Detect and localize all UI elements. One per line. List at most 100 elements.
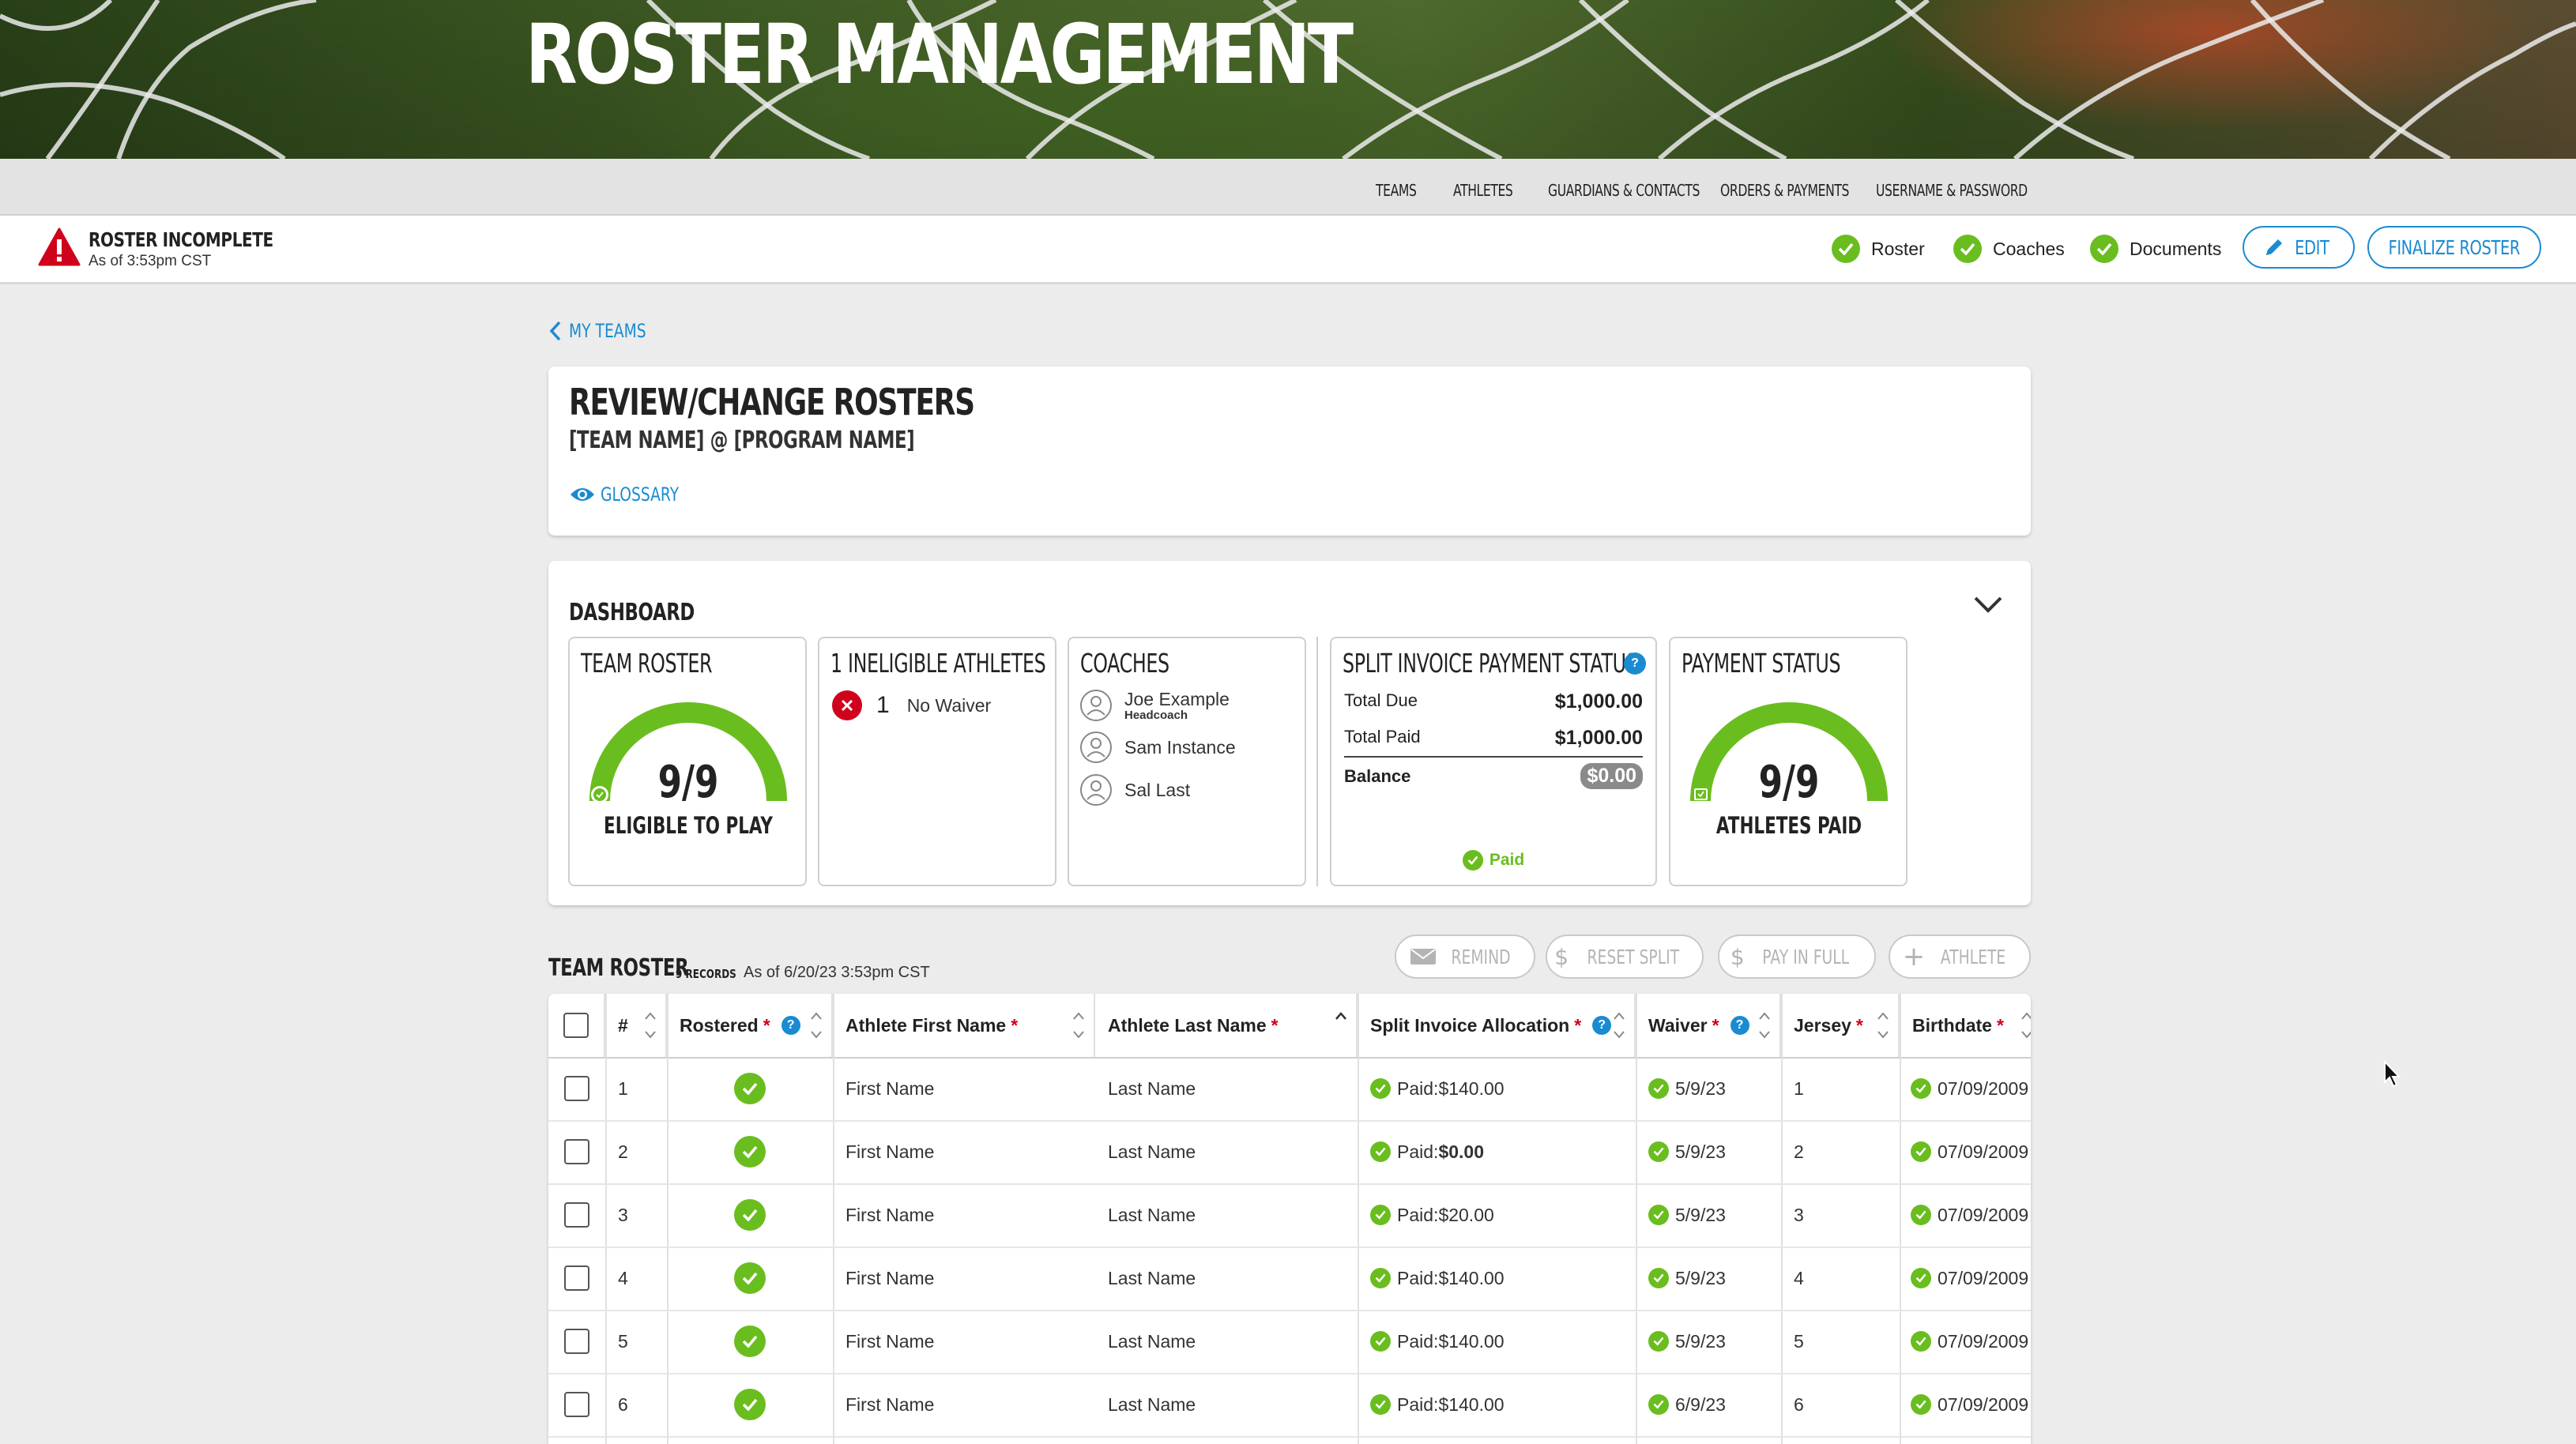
nav-athletes[interactable]: ATHLETES — [1453, 181, 1513, 200]
col-jersey[interactable]: Jersey * — [1781, 994, 1900, 1057]
jersey-number: 3 — [1794, 1204, 1804, 1225]
eligible-label: ELIGIBLE TO PLAY — [604, 812, 773, 839]
ineligible-reason-row[interactable]: 1 No Waiver — [832, 690, 991, 720]
back-to-my-teams-link[interactable]: MY TEAMS — [548, 320, 668, 342]
check-icon — [1911, 1078, 1931, 1099]
row-select-cell — [548, 1057, 605, 1120]
athlete-last-name: Last Name — [1108, 1077, 1196, 1099]
help-icon[interactable]: ? — [1592, 1016, 1612, 1035]
row-checkbox[interactable] — [564, 1265, 589, 1291]
status-check-roster: Roster — [1832, 233, 1925, 265]
athlete-last-name: Last Name — [1108, 1141, 1196, 1162]
split-allocation[interactable]: Paid: $0.00 — [1358, 1120, 1636, 1183]
table-row[interactable]: 4 First Name Last Name Paid: $140.00 5/9/23 4… — [548, 1247, 2031, 1311]
record-count: 9 RECORDS — [676, 967, 736, 981]
balance-badge: $0.00 — [1580, 763, 1643, 789]
rostered-status[interactable] — [667, 1057, 833, 1120]
row-checkbox[interactable] — [564, 1392, 589, 1417]
pay-in-full-button[interactable]: $ PAY IN FULL — [1718, 934, 1876, 979]
row-number: 3 — [618, 1204, 628, 1225]
remind-button[interactable]: REMIND — [1395, 934, 1535, 979]
rostered-status[interactable] — [667, 1373, 833, 1436]
athlete-last-name: Last Name — [1108, 1267, 1196, 1288]
split-allocation[interactable]: Paid: $140.00 — [1358, 1373, 1636, 1436]
split-allocation[interactable]: Paid: $140.00 — [1358, 1247, 1636, 1310]
reset-split-button[interactable]: $ RESET SPLIT — [1546, 934, 1704, 979]
sort-icon — [1614, 1012, 1625, 1039]
col-number[interactable]: # — [605, 994, 667, 1057]
check-icon — [734, 1262, 766, 1294]
dollar-icon: $ — [1554, 943, 1569, 970]
top-nav: TEAMS ATHLETES GUARDIANS & CONTACTS ORDE… — [0, 159, 2576, 216]
mouse-cursor-icon — [2384, 1060, 2401, 1088]
check-icon — [734, 1136, 766, 1168]
check-icon — [1370, 1394, 1391, 1415]
row-select-cell — [548, 1183, 605, 1247]
glossary-link[interactable]: GLOSSARY — [569, 483, 701, 506]
header-banner: ROSTER MANAGEMENT — [0, 0, 2576, 159]
table-row[interactable]: 5 First Name Last Name Paid: $140.00 5/9/23 5… — [548, 1310, 2031, 1374]
birthdate: 07/09/2009 — [1900, 1183, 2031, 1247]
nav-teams[interactable]: TEAMS — [1376, 181, 1417, 200]
split-allocation[interactable]: Paid: $140.00 — [1358, 1310, 1636, 1373]
nav-username-password[interactable]: USERNAME & PASSWORD — [1876, 181, 2028, 200]
row-select-cell — [548, 1373, 605, 1436]
rostered-status[interactable] — [667, 1183, 833, 1247]
waiver-status[interactable]: 6/9/23 — [1636, 1373, 1781, 1436]
eye-icon — [571, 488, 594, 501]
jersey-number: 2 — [1794, 1141, 1804, 1162]
paid-count: 9/9 — [1758, 757, 1820, 808]
help-icon[interactable]: ? — [1730, 1016, 1749, 1035]
select-all-checkbox[interactable] — [563, 1013, 589, 1038]
nav-guardians-contacts[interactable]: GUARDIANS & CONTACTS — [1548, 181, 1700, 200]
athlete-first-name: First Name — [845, 1330, 935, 1352]
edit-button[interactable]: EDIT — [2243, 226, 2355, 269]
waiver-status[interactable]: 5/9/23 — [1636, 1310, 1781, 1373]
payment-gauge — [1690, 702, 1888, 802]
select-all-cell — [548, 994, 605, 1057]
athlete-last-name: Last Name — [1108, 1204, 1196, 1225]
split-allocation[interactable]: Paid: $20.00 — [1358, 1183, 1636, 1247]
waiver-status[interactable]: 5/9/23 — [1636, 1120, 1781, 1183]
user-avatar-icon — [1080, 690, 1112, 721]
col-birthdate[interactable]: Birthdate * — [1900, 994, 2031, 1057]
row-checkbox[interactable] — [564, 1139, 589, 1164]
finalize-roster-button[interactable]: FINALIZE ROSTER — [2367, 226, 2541, 269]
roster-status-bar: ROSTER INCOMPLETE As of 3:53pm CST Roste… — [0, 216, 2576, 284]
waiver-status[interactable]: 5/9/23 — [1636, 1057, 1781, 1120]
rostered-status[interactable] — [667, 1247, 833, 1310]
check-icon — [734, 1199, 766, 1231]
nav-orders-payments[interactable]: ORDERS & PAYMENTS — [1720, 181, 1850, 200]
rostered-status[interactable] — [667, 1120, 833, 1183]
sort-icon — [811, 1012, 822, 1039]
table-row[interactable]: 1 First Name Last Name Paid: $140.00 5/9/23 1… — [548, 1057, 2031, 1122]
help-icon[interactable]: ? — [781, 1016, 800, 1035]
col-last-name[interactable]: Athlete Last Name * — [1095, 994, 1358, 1057]
table-row[interactable]: 2 First Name Last Name Paid: $0.00 5/9/23 2 07… — [548, 1120, 2031, 1185]
split-allocation[interactable]: Paid: $140.00 — [1358, 1057, 1636, 1120]
chevron-down-icon[interactable] — [1972, 594, 2004, 615]
row-checkbox[interactable] — [564, 1202, 589, 1228]
row-number: 2 — [618, 1141, 628, 1162]
review-card: REVIEW/CHANGE ROSTERS [TEAM NAME] @ [PRO… — [548, 367, 2031, 536]
dollar-icon: $ — [1730, 943, 1745, 970]
col-rostered[interactable]: Rostered *? — [667, 994, 833, 1057]
col-first-name[interactable]: Athlete First Name * — [833, 994, 1095, 1057]
col-split-invoice[interactable]: Split Invoice Allocation *? — [1358, 994, 1636, 1057]
rostered-status[interactable] — [667, 1310, 833, 1373]
total-due-row: Total Due $1,000.00 — [1344, 690, 1643, 713]
table-row[interactable]: 3 First Name Last Name Paid: $20.00 5/9/23 3 0… — [548, 1183, 2031, 1248]
row-number: 6 — [618, 1393, 628, 1415]
col-waiver[interactable]: Waiver *? — [1636, 994, 1781, 1057]
envelope-icon — [1410, 949, 1436, 965]
sort-icon — [645, 1012, 656, 1039]
help-icon[interactable]: ? — [1624, 652, 1646, 675]
row-checkbox[interactable] — [564, 1329, 589, 1354]
add-athlete-button[interactable]: + ATHLETE — [1889, 934, 2031, 979]
waiver-status[interactable]: 5/9/23 — [1636, 1247, 1781, 1310]
paid-label: ATHLETES PAID — [1715, 812, 1862, 839]
table-row[interactable]: 6 First Name Last Name Paid: $140.00 6/9/23 6… — [548, 1373, 2031, 1438]
athlete-last-name: Last Name — [1108, 1330, 1196, 1352]
waiver-status[interactable]: 5/9/23 — [1636, 1183, 1781, 1247]
row-checkbox[interactable] — [564, 1076, 589, 1101]
